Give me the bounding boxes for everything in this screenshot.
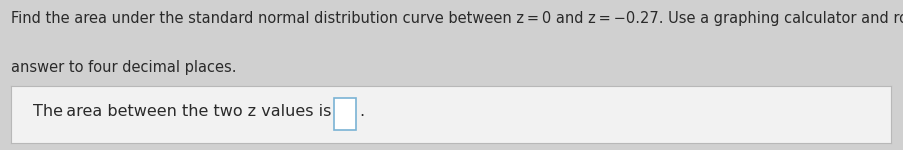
Text: answer to four decimal places.: answer to four decimal places. [11, 60, 236, 75]
Text: .: . [359, 104, 364, 119]
Text: The area between the two z values is: The area between the two z values is [33, 104, 330, 119]
Text: Find the area under the standard normal distribution curve between z = 0 and z =: Find the area under the standard normal … [11, 11, 903, 26]
FancyBboxPatch shape [333, 98, 356, 130]
